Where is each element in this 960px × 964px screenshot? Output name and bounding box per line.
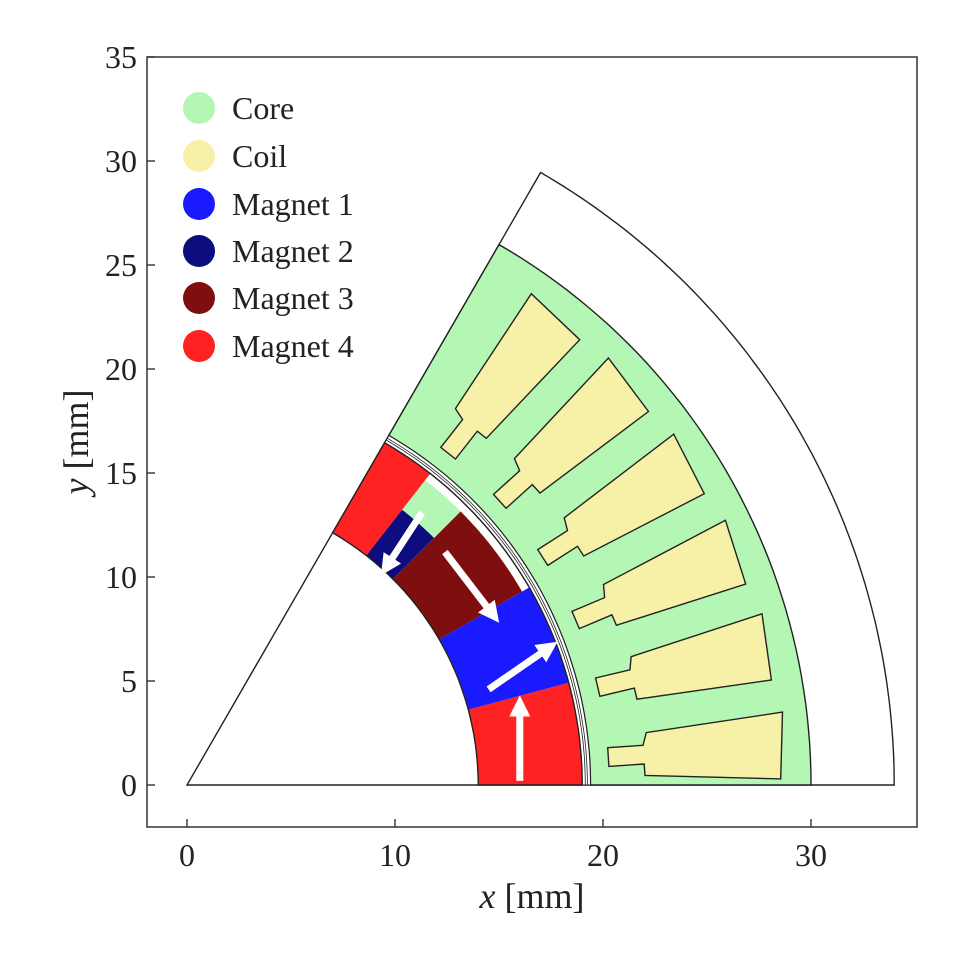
legend-swatch-magnet-2 (183, 235, 215, 267)
rotor-core-gap (402, 480, 461, 538)
legend-swatch-magnet-4 (183, 330, 215, 362)
x-tick-label: 20 (587, 837, 619, 873)
plot-frame (146, 56, 918, 828)
x-axis-label: x [mm] (479, 876, 585, 916)
legend-swatch-magnet-3 (183, 282, 215, 314)
legend-label-core: Core (232, 90, 294, 126)
magnet-4-top (332, 442, 431, 556)
y-axis-label-var: y (56, 478, 96, 497)
legend-label-magnet-4: Magnet 4 (232, 328, 354, 364)
y-tick-label: 25 (105, 247, 137, 283)
legend-swatch-core (183, 92, 215, 124)
coil-slot-1 (606, 711, 784, 780)
y-tick-label: 30 (105, 143, 137, 179)
plot-area (185, 171, 895, 786)
x-tick-label: 0 (179, 837, 195, 873)
coil-slot-4 (536, 433, 706, 567)
magnet-1-arrow (486, 641, 558, 693)
y-axis-label: y [mm] (56, 390, 96, 498)
x-axis-label-unit: [mm] (496, 876, 585, 916)
legend-swatch-coil (183, 140, 215, 172)
coil-slot-5 (492, 356, 650, 510)
air-gap-inner-line (385, 437, 588, 786)
legend-swatch-magnet-1 (183, 188, 215, 220)
legend-label-magnet-3: Magnet 3 (232, 280, 354, 316)
rotor-outline (331, 441, 583, 786)
y-tick-label: 35 (105, 39, 137, 75)
x-tick-label: 10 (379, 837, 411, 873)
y-tick-label: 0 (121, 767, 137, 803)
coil-slot-2 (594, 612, 773, 700)
legend-label-coil: Coil (232, 138, 287, 174)
x-axis-label-var: x (479, 876, 496, 916)
legend-label-magnet-1: Magnet 1 (232, 186, 354, 222)
magnet-2-arrow (380, 510, 425, 576)
y-tick-label: 20 (105, 351, 137, 387)
y-tick-label: 15 (105, 455, 137, 491)
coil-slot-3 (571, 519, 747, 630)
coil-slot-6 (439, 292, 581, 460)
x-tick-label: 30 (795, 837, 827, 873)
legend: Core Coil Magnet 1 Magnet 2 Magnet 3 Mag… (183, 90, 354, 364)
legend-label-magnet-2: Magnet 2 (232, 233, 354, 269)
magnet-3-arrow (442, 549, 500, 623)
magnet-4-bottom (468, 682, 583, 785)
y-tick-label: 10 (105, 559, 137, 595)
y-tick-label: 5 (121, 663, 137, 699)
y-axis-label-unit: [mm] (56, 390, 96, 479)
magnet-1 (439, 587, 569, 710)
axis-ticks: 0 10 20 30 0 5 10 15 20 25 30 35 (105, 39, 827, 873)
